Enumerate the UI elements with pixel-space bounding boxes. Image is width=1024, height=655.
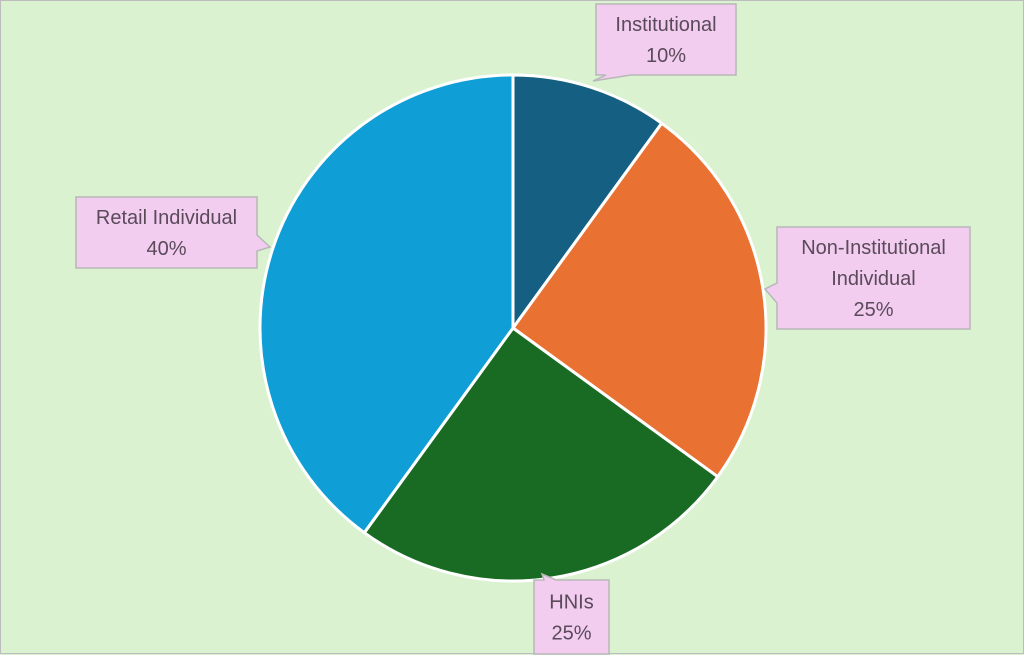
pie-slice-institutional <box>511 73 664 330</box>
callout-label: HNIs <box>549 592 593 614</box>
pie-slice-non-institutional-individual <box>511 121 768 479</box>
callout-percent: 25% <box>853 299 893 321</box>
data-callouts: Institutional 10% Non-Institutional Individ… <box>75 3 971 655</box>
callout-label: Retail Individual <box>96 207 237 229</box>
callout-percent: 40% <box>146 238 186 260</box>
callout-percent: 10% <box>646 45 686 67</box>
callout-label: Non-Institutional <box>801 237 946 259</box>
callout-box <box>75 196 272 269</box>
callout-percent: 25% <box>551 623 591 645</box>
data-label-non-institutional-individual: Non-Institutional Individual 25% <box>763 226 971 330</box>
pie-slices <box>258 73 768 583</box>
pie-slice-retail-individual <box>258 73 515 535</box>
data-label-hnis: HNIs 25% <box>533 572 610 655</box>
data-label-institutional: Institutional 10% <box>592 3 737 82</box>
callout-label: Institutional <box>615 14 716 36</box>
callout-label: Individual <box>831 268 916 290</box>
callout-box <box>592 3 737 82</box>
data-label-retail-individual: Retail Individual 40% <box>75 196 272 269</box>
callout-box <box>763 226 971 330</box>
